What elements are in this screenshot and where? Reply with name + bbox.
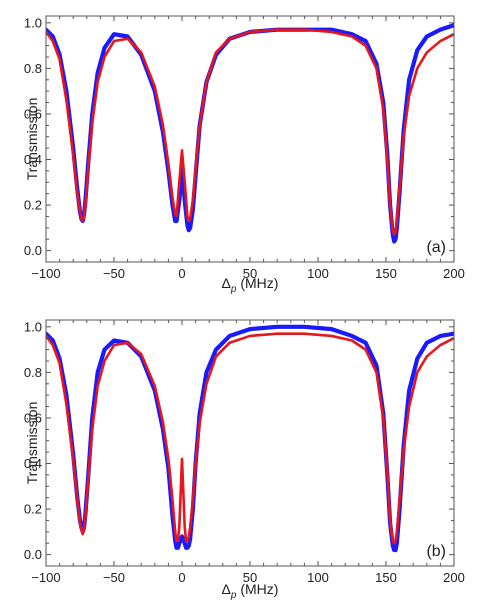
x-axis-title-symbol: Δ [222,275,231,291]
series-group [46,324,454,553]
x-tick-label: −50 [103,266,125,281]
y-tick-label: 1.0 [24,319,42,334]
panel-a: −100 −50 0 50 100 150 200 0.0 0.2 0.4 0.6 0.8 1.0 Tra… [24,15,465,295]
x-tick-label: 50 [243,266,257,281]
fit-series-line [46,28,454,236]
x-axis-title: Δp (MHz) [222,275,279,295]
x-axis-title-subscript: p [230,590,237,601]
x-tick-label: 0 [178,570,185,585]
panel-label: (a) [426,239,446,256]
panel-label: (b) [426,543,446,560]
x-axis-title-symbol: Δ [222,581,231,597]
fit-series-line [46,332,454,545]
y-tick-label: 1.0 [24,15,42,30]
x-tick-label: −50 [103,570,125,585]
x-tick-label: −100 [31,570,60,585]
x-axis-title: Δp (MHz) [222,581,279,601]
x-tick-label: 100 [307,266,329,281]
y-axis-title: Transmission [24,402,40,485]
x-axis-title-subscript: p [230,284,237,295]
y-tick-label: 0.8 [24,365,42,380]
y-tick-label: 0.0 [24,243,42,258]
x-tick-label: 200 [443,266,465,281]
y-tick-label: 0.2 [24,502,42,517]
x-tick-label: 150 [375,570,397,585]
y-tick-label: 0.4 [24,456,42,471]
y-axis-title: Transmission [24,98,40,181]
y-tick-label: 0.2 [24,198,42,213]
y-tick-label: 0.6 [24,106,42,121]
y-tick-label: 0.6 [24,410,42,425]
x-axis-title-unit: (MHz) [236,581,278,597]
x-tick-label: 200 [443,570,465,585]
x-tick-label: 50 [243,570,257,585]
series-group [46,23,454,244]
x-tick-label: 0 [178,266,185,281]
y-tick-label: 0.4 [24,152,42,167]
x-tick-label: −100 [31,266,60,281]
y-tick-label: 0.8 [24,61,42,76]
x-tick-label: 150 [375,266,397,281]
x-axis-title-unit: (MHz) [236,275,278,291]
panel-b: −100 −50 0 50 100 150 200 0.0 0.2 0.4 0.6 0.8 1.0 Tra… [24,319,465,601]
y-tick-label: 0.0 [24,547,42,562]
x-tick-label: 100 [307,570,329,585]
